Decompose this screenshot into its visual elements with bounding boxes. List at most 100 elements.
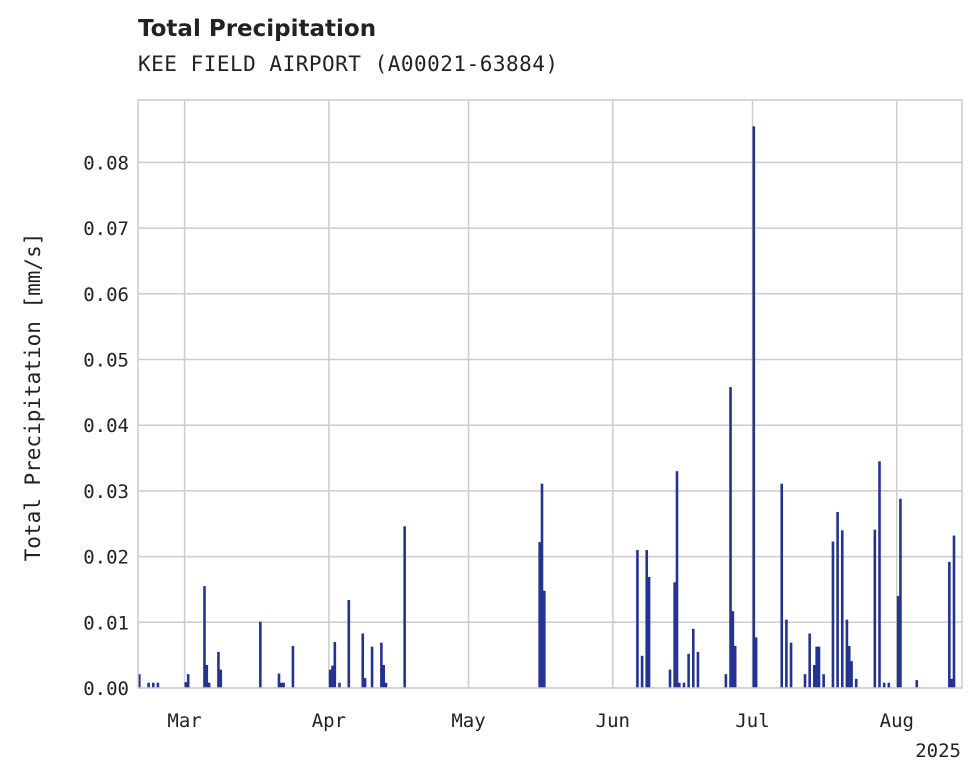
precip-bar — [840, 530, 844, 688]
x-tick-label: Jun — [596, 710, 630, 732]
y-axis-ticks: 0.00 0.01 0.02 0.03 0.04 0.05 0.06 0.07 0.08 — [83, 152, 129, 700]
precip-bar — [887, 682, 891, 688]
x-tick-label: Mar — [167, 710, 201, 732]
x-axis-ticks: Mar Apr May Jun Jul Aug — [167, 710, 914, 732]
precip-bar — [845, 619, 849, 688]
y-tick-label: 0.02 — [83, 547, 129, 569]
precip-bar — [380, 642, 383, 688]
plot-frame — [137, 99, 963, 689]
y-tick-label: 0.07 — [83, 218, 129, 240]
precip-bar — [696, 651, 700, 688]
precip-bar — [277, 673, 281, 688]
precip-bar — [363, 678, 367, 688]
precip-bar — [328, 669, 332, 688]
precip-bar — [729, 387, 732, 688]
precip-bar — [147, 682, 150, 688]
precip-bar — [156, 682, 160, 688]
precip-bar — [259, 621, 262, 688]
precip-bar — [847, 645, 851, 688]
precip-bar — [899, 498, 902, 688]
precip-bar — [151, 682, 155, 688]
precip-bar — [673, 582, 676, 688]
chart-subtitle: KEE FIELD AIRPORT (A00021-63884) — [138, 52, 559, 76]
precip-bar — [724, 674, 728, 688]
precip-bar — [952, 535, 956, 688]
precip-bar — [382, 665, 386, 688]
precip-bar — [538, 542, 541, 688]
precip-bar — [678, 682, 681, 688]
precip-bar — [808, 633, 811, 688]
x-tick-label: May — [451, 710, 485, 732]
precip-bar — [138, 674, 141, 688]
precip-bar — [813, 665, 816, 688]
precip-bar — [817, 646, 821, 688]
y-tick-label: 0.04 — [83, 415, 129, 437]
precip-bar — [203, 586, 206, 688]
precip-bar — [780, 483, 784, 688]
y-tick-label: 0.03 — [83, 481, 129, 503]
precip-bar — [896, 596, 900, 688]
x-tick-label: Apr — [312, 710, 346, 732]
precip-bar — [668, 669, 672, 688]
precip-bar — [950, 678, 953, 688]
precip-bar — [331, 665, 334, 688]
precip-bar — [754, 637, 758, 688]
y-tick-label: 0.06 — [83, 284, 129, 306]
y-tick-label: 0.01 — [83, 612, 129, 634]
precip-bar — [403, 526, 406, 688]
precip-bar — [384, 682, 388, 688]
precip-bar — [803, 674, 807, 688]
precip-bar — [789, 642, 793, 688]
precip-bar — [878, 461, 881, 688]
precip-bar — [854, 678, 858, 688]
precip-bar — [733, 645, 737, 688]
precip-bar — [205, 665, 209, 688]
precip-bar — [815, 646, 818, 688]
precip-bar — [850, 661, 853, 688]
precip-bar — [822, 674, 825, 688]
y-axis-label: Total Precipitation [mm/s] — [21, 233, 45, 562]
y-tick-label: 0.08 — [83, 152, 129, 174]
precip-bar — [338, 682, 341, 688]
precip-bar — [636, 550, 639, 688]
precip-bar — [333, 642, 337, 688]
y-tick-label: 0.05 — [83, 350, 129, 372]
precip-bar — [645, 550, 649, 688]
precip-bar — [540, 483, 544, 688]
precip-bar — [207, 682, 211, 688]
precip-bar — [217, 651, 220, 688]
precip-bar — [682, 682, 686, 688]
precip-bar — [691, 628, 695, 688]
x-tick-label: Jul — [735, 710, 769, 732]
precip-bar — [752, 126, 756, 689]
precip-bar — [186, 674, 190, 688]
precip-bar — [291, 645, 295, 688]
precip-bar — [640, 655, 644, 688]
bar-series — [138, 126, 956, 689]
precip-bar — [915, 680, 919, 688]
precip-bar — [370, 646, 374, 688]
precip-bar — [948, 561, 951, 688]
precip-bar — [873, 529, 877, 688]
precip-bar — [836, 511, 839, 688]
precip-bar — [347, 599, 351, 688]
precip-bar — [785, 619, 788, 688]
y-tick-label: 0.00 — [83, 678, 129, 700]
x-axis-year-label: 2025 — [915, 740, 961, 762]
precip-bar — [687, 653, 690, 688]
grid-lines — [138, 100, 962, 689]
precip-bar — [543, 590, 546, 688]
precip-bar — [882, 682, 886, 688]
chart-title: Total Precipitation — [138, 16, 377, 42]
precip-bar — [361, 633, 365, 688]
precip-bar — [219, 669, 223, 688]
precip-bar — [675, 471, 679, 688]
precip-bar — [831, 541, 835, 688]
precip-bar — [184, 682, 188, 688]
precip-bar — [282, 682, 285, 688]
x-tick-label: Aug — [880, 710, 914, 732]
precip-bar — [731, 611, 735, 688]
precip-bar — [279, 682, 283, 688]
precip-bar — [647, 576, 651, 688]
